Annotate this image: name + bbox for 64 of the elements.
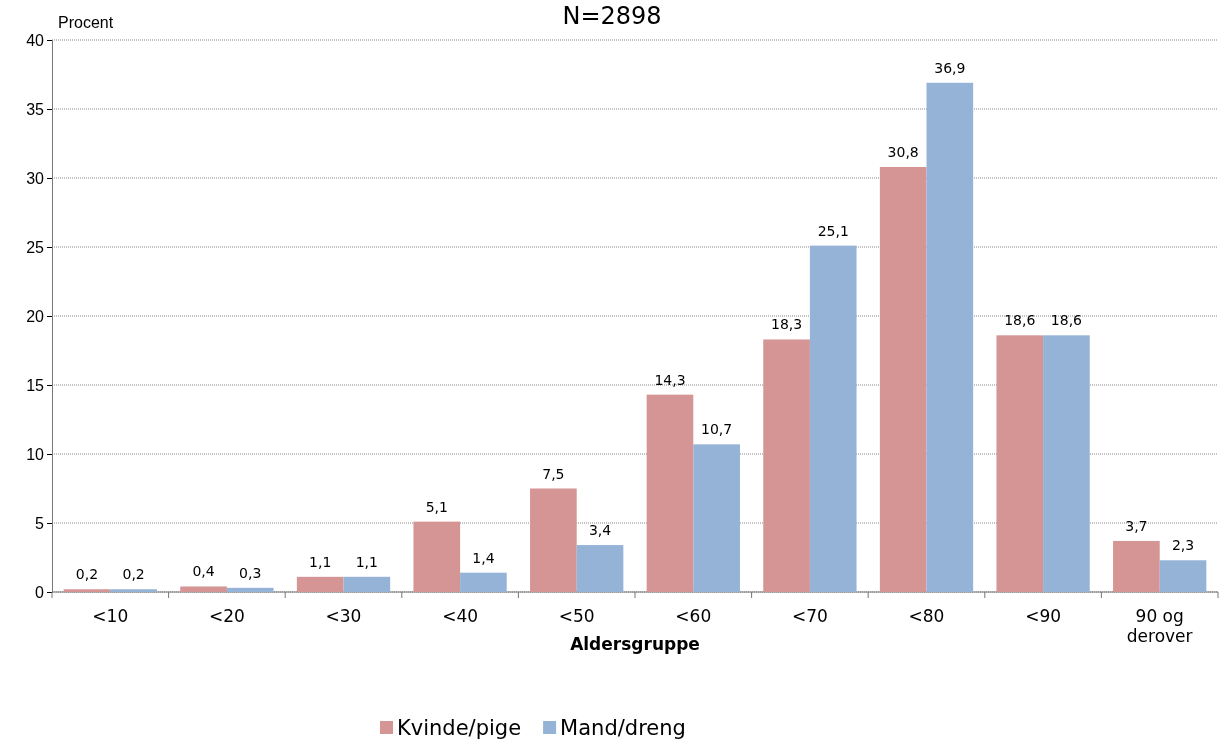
bar	[926, 82, 974, 592]
bar	[1113, 540, 1160, 592]
bar	[1043, 335, 1090, 592]
x-tick-label: <50	[558, 606, 595, 626]
x-tick-label: <90	[1025, 606, 1062, 626]
y-tick-label: 20	[26, 307, 45, 325]
bar	[809, 245, 857, 592]
legend-label: Kvinde/pige	[397, 716, 522, 740]
data-label: 36,9	[934, 59, 966, 76]
data-label: 0,2	[75, 566, 99, 583]
x-tick-label: <30	[325, 606, 362, 626]
y-axis-title: Procent	[58, 14, 114, 31]
bar	[693, 444, 740, 592]
x-axis-title: Aldersgruppe	[570, 634, 700, 654]
bar	[343, 576, 391, 592]
y-tick-label: 15	[26, 376, 45, 394]
bar	[110, 589, 157, 592]
data-label: 18,6	[1004, 312, 1036, 329]
x-tick-label: <60	[675, 606, 712, 626]
legend-label: Mand/dreng	[560, 716, 686, 740]
bar	[576, 545, 624, 592]
data-label: 10,7	[701, 421, 733, 438]
data-label: 0,4	[192, 563, 215, 580]
data-label: 14,3	[654, 371, 686, 388]
bar	[63, 589, 111, 592]
bar	[1159, 560, 1207, 592]
data-label: 0,2	[122, 566, 145, 583]
x-tick-label: <20	[208, 606, 245, 626]
data-label: 30,8	[887, 143, 919, 160]
bar	[460, 572, 507, 592]
y-tick-label: 25	[26, 238, 45, 256]
bar	[996, 335, 1044, 592]
y-tick-label: 10	[26, 445, 45, 463]
y-tick-label: 35	[26, 100, 45, 118]
data-label: 18,6	[1050, 312, 1083, 329]
y-tick-label: 5	[35, 514, 45, 532]
data-label: 7,5	[542, 465, 565, 482]
y-tick-label: 0	[35, 583, 45, 601]
chart-title: N=2898	[562, 2, 662, 30]
data-label: 1,1	[309, 553, 332, 570]
data-label: 0,3	[239, 564, 262, 581]
x-tick-label: <40	[442, 606, 479, 626]
bar	[180, 586, 227, 592]
data-label: 5,1	[425, 498, 448, 515]
bar	[763, 339, 810, 592]
x-tick-label: <80	[908, 606, 945, 626]
x-tick-label: <10	[92, 606, 129, 626]
bar	[530, 488, 577, 592]
data-label: 1,4	[472, 549, 495, 566]
x-tick-label: <70	[791, 606, 828, 626]
data-label: 3,7	[1125, 517, 1148, 534]
data-label: 2,3	[1171, 537, 1195, 554]
bar	[413, 521, 461, 592]
bar	[226, 587, 274, 592]
bar	[646, 394, 694, 592]
data-label: 3,4	[588, 522, 612, 539]
y-tick-label: 30	[26, 169, 45, 187]
bar	[879, 166, 927, 592]
bar	[296, 576, 344, 592]
x-tick-label: 90 og derover	[1126, 606, 1193, 646]
data-label: 25,1	[817, 222, 849, 239]
y-tick-label: 40	[26, 31, 45, 49]
data-label: 1,1	[355, 553, 378, 570]
data-label: 18,3	[770, 316, 803, 333]
